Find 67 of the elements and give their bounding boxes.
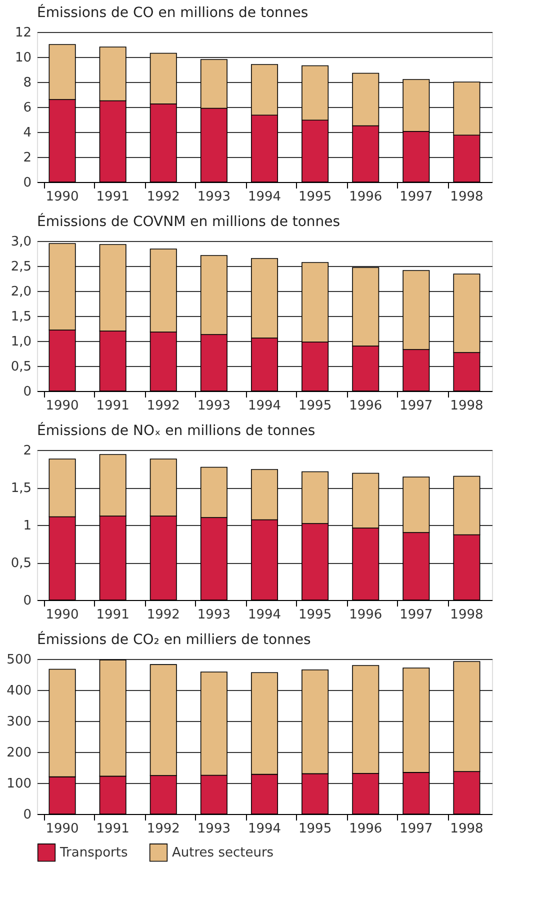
x-tick-label: 1995: [298, 822, 332, 836]
y-tick-label: 2: [23, 444, 32, 458]
y-tick-label: 2: [23, 150, 32, 166]
x-tick-label: 1994: [248, 608, 282, 622]
x-tick-label: 1991: [96, 608, 130, 622]
x-tick-label: 1991: [96, 190, 130, 204]
y-tick-label: 0: [23, 594, 32, 608]
y-tick-label: 400: [6, 684, 32, 698]
x-tick-label: 1998: [450, 398, 484, 414]
x-tick-label: 1996: [349, 190, 382, 204]
y-tick-label: 0: [23, 808, 32, 822]
x-tick-label: 1990: [46, 398, 79, 414]
x-tick-label: 1995: [298, 190, 332, 204]
x-tick-label: 1997: [400, 190, 433, 204]
y-tick-label: 500: [6, 652, 32, 668]
y-tick-label: 1,0: [10, 334, 32, 350]
x-tick-label: 1993: [197, 822, 230, 836]
x-tick-label: 1997: [400, 822, 433, 836]
chart-title: Émissions de NOₓ en millions de tonnes: [37, 422, 316, 439]
chart-title: Émissions de CO en millions de tonnes: [37, 4, 308, 21]
x-tick-label: 1992: [146, 190, 180, 204]
y-tick-label: 0,5: [10, 556, 32, 571]
legend-label: Transports: [59, 846, 128, 861]
y-tick-label: 300: [6, 714, 32, 730]
chart-title: Émissions de CO₂ en milliers de tonnes: [37, 631, 311, 648]
y-tick-label: 3,0: [10, 234, 32, 250]
x-tick-label: 1997: [400, 608, 433, 622]
x-tick-label: 1994: [248, 398, 282, 414]
y-tick-label: 0: [23, 384, 32, 400]
y-tick-label: 1,5: [10, 310, 32, 324]
x-tick-label: 1997: [400, 398, 433, 414]
x-tick-label: 1991: [96, 398, 130, 414]
y-tick-label: 2,0: [10, 284, 32, 300]
legend-label: Autres secteurs: [172, 846, 274, 861]
x-tick-label: 1996: [349, 608, 382, 622]
x-tick-label: 1998: [450, 190, 484, 204]
x-tick-label: 1998: [450, 822, 484, 836]
y-tick-label: 0: [23, 176, 32, 190]
y-tick-label: 200: [6, 746, 32, 760]
y-tick-label: 8: [23, 76, 32, 90]
x-tick-label: 1990: [46, 190, 79, 204]
x-tick-label: 1992: [146, 608, 180, 622]
x-tick-label: 1996: [349, 822, 382, 836]
x-tick-label: 1993: [197, 608, 230, 622]
x-tick-label: 1995: [298, 608, 332, 622]
y-tick-label: 4: [23, 126, 32, 140]
x-tick-label: 1991: [96, 822, 130, 836]
y-tick-label: 2,5: [10, 260, 32, 274]
x-tick-label: 1990: [46, 608, 79, 622]
x-tick-label: 1992: [146, 398, 180, 414]
x-tick-label: 1993: [197, 190, 230, 204]
x-tick-label: 1998: [450, 608, 484, 622]
x-tick-label: 1994: [248, 190, 282, 204]
x-tick-label: 1990: [46, 822, 79, 836]
x-tick-label: 1994: [248, 822, 282, 836]
chart-title: Émissions de COVNM en millions de tonnes: [37, 213, 340, 230]
x-tick-label: 1992: [146, 822, 180, 836]
y-tick-label: 1,5: [10, 481, 32, 496]
y-tick-label: 100: [6, 776, 32, 792]
x-tick-label: 1993: [197, 398, 230, 414]
y-tick-label: 6: [23, 100, 32, 116]
x-tick-label: 1995: [298, 398, 332, 414]
y-tick-label: 12: [14, 26, 32, 40]
y-tick-label: 10: [14, 50, 32, 66]
y-tick-label: 0,5: [10, 360, 32, 374]
x-tick-label: 1996: [349, 398, 382, 414]
y-tick-label: 1: [23, 518, 32, 534]
